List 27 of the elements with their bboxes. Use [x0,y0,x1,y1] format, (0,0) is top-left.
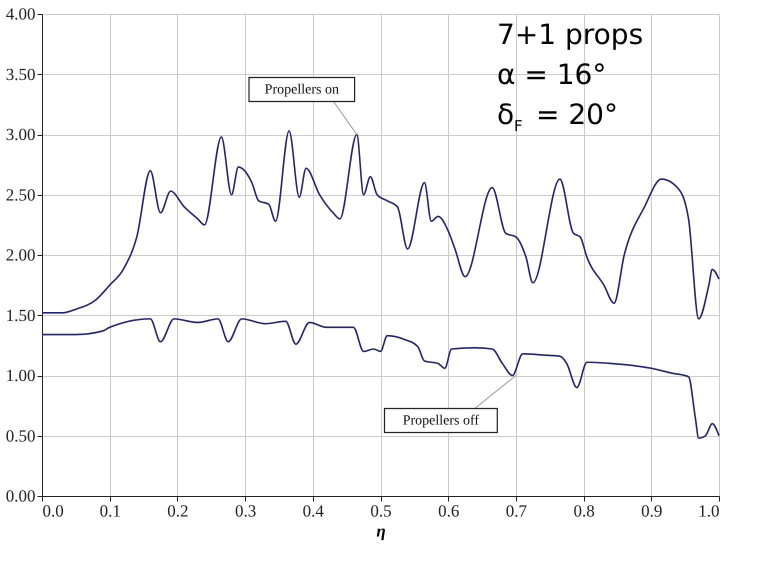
y-tick-label: 4.00 [6,4,36,24]
y-tick-label: 1.00 [6,366,36,385]
annotation: Propellers off [402,414,480,428]
y-tick-label: 3.00 [6,125,36,144]
y-tick-label: 0.00 [6,486,36,506]
y-tick-label: 0.50 [6,426,36,446]
line-series [41,318,720,439]
x-tick-label: 0.9 [641,502,662,520]
x-tick-label: 0.4 [302,502,324,520]
annotation: Propellers on [264,82,339,98]
annotation: α = 16° [497,58,606,91]
x-tick-label: 0.0 [42,502,64,520]
x-tick-label: 0.6 [438,502,460,520]
x-tick-label: 1.0 [698,502,720,520]
y-tick-label: 1.50 [6,306,36,325]
x-tick-label: 0.5 [370,502,392,520]
annotation: 7+1 props [497,18,644,51]
line-series [41,130,720,320]
y-tick-label: 2.00 [6,246,36,264]
x-axis-title: η [376,522,386,540]
x-tick-label: 0.2 [167,502,189,520]
x-tick-label: 0.8 [573,502,595,520]
y-tick-label: 2.50 [6,185,36,204]
x-tick-label: 0.1 [100,502,121,520]
x-tick-label: 0.3 [234,502,256,520]
x-tick-label: 0.7 [506,502,528,520]
y-tick-label: 3.50 [6,64,36,84]
